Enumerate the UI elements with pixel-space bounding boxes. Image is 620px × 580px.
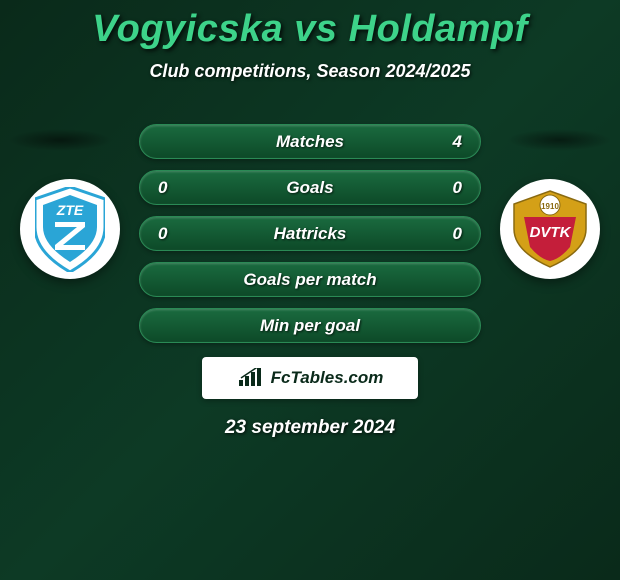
svg-text:DVTK: DVTK xyxy=(530,224,572,241)
player-shadow-right xyxy=(507,129,612,151)
stat-label: Goals per match xyxy=(178,270,442,290)
club-logo-right: 1910 DVTK xyxy=(500,179,600,279)
stat-row-mpg: Min per goal xyxy=(139,308,481,343)
stat-right-value: 0 xyxy=(442,224,462,244)
stat-right-value: 0 xyxy=(442,178,462,198)
player-shadow-left xyxy=(8,129,113,151)
brand-box[interactable]: FcTables.com xyxy=(202,357,418,399)
stats-rows: Matches 4 0 Goals 0 0 Hattricks 0 Goals … xyxy=(139,124,481,343)
stat-left-value: 0 xyxy=(158,178,178,198)
stat-row-gpm: Goals per match xyxy=(139,262,481,297)
stat-row-hattricks: 0 Hattricks 0 xyxy=(139,216,481,251)
zte-logo-icon: ZTE xyxy=(35,187,105,272)
stat-label: Matches xyxy=(178,132,442,152)
stat-label: Min per goal xyxy=(178,316,442,336)
stat-row-goals: 0 Goals 0 xyxy=(139,170,481,205)
stat-label: Goals xyxy=(178,178,442,198)
subtitle: Club competitions, Season 2024/2025 xyxy=(0,61,620,82)
stat-left-value: 0 xyxy=(158,224,178,244)
dvtk-logo-icon: 1910 DVTK xyxy=(510,189,590,269)
chart-icon xyxy=(237,368,265,388)
brand-text: FcTables.com xyxy=(271,368,384,388)
stat-right-value: 4 xyxy=(442,132,462,152)
svg-text:1910: 1910 xyxy=(541,202,559,211)
stat-row-matches: Matches 4 xyxy=(139,124,481,159)
stats-container: ZTE 1910 DVTK Matches 4 0 Goals 0 xyxy=(0,124,620,343)
date-text: 23 september 2024 xyxy=(0,417,620,439)
stat-label: Hattricks xyxy=(178,224,442,244)
club-logo-left: ZTE xyxy=(20,179,120,279)
svg-text:ZTE: ZTE xyxy=(56,202,84,218)
page-title: Vogyicska vs Holdampf xyxy=(0,0,620,51)
